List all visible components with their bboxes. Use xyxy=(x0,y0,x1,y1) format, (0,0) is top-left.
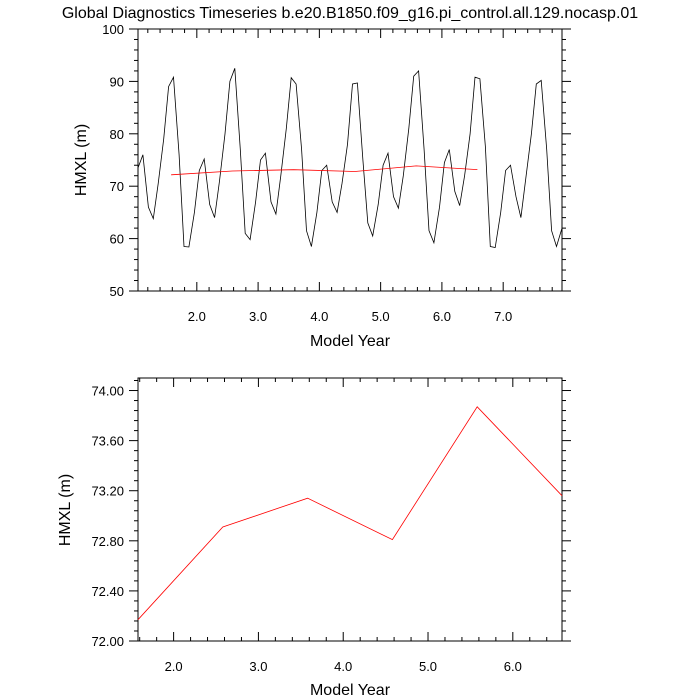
ticks-group-top: 2.0 3.0 4.0 5.0 6.0 7.0 50 60 70 80 90 100 xyxy=(102,22,571,324)
page-title: Global Diagnostics Timeseries b.e20.B185… xyxy=(62,5,638,22)
x-tick-label-bottom: 4.0 xyxy=(334,659,352,674)
x-tick-label-top: 2.0 xyxy=(188,309,206,324)
x-axis-label-top: Model Year xyxy=(310,333,391,350)
x-tick-label-bottom: 5.0 xyxy=(419,659,437,674)
y-tick-label-bottom: 74.00 xyxy=(91,384,124,399)
ticks-group-bottom: 2.0 3.0 4.0 5.0 6.0 72.00 72.40 72.80 73.20 73.60… xyxy=(91,378,571,674)
series-line-top-0 xyxy=(137,68,563,248)
x-tick-label-top: 4.0 xyxy=(310,309,328,324)
x-tick-label-top: 3.0 xyxy=(249,309,267,324)
y-tick-label-top: 60 xyxy=(110,232,124,247)
y-axis-label-top: HMXL (m) xyxy=(73,124,90,196)
series-line-top-1 xyxy=(171,165,478,176)
x-tick-label-bottom: 3.0 xyxy=(249,659,267,674)
x-axis-label-bottom: Model Year xyxy=(310,682,391,699)
y-tick-label-bottom: 73.20 xyxy=(91,484,124,499)
chart-panel-bottom: 2.0 3.0 4.0 5.0 6.0 72.00 72.40 72.80 73.20 73.60… xyxy=(57,377,571,699)
x-tick-label-top: 7.0 xyxy=(494,309,512,324)
y-tick-label-top: 100 xyxy=(102,22,124,37)
y-tick-label-top: 80 xyxy=(110,127,124,142)
y-tick-label-top: 70 xyxy=(110,179,124,194)
chart-panel-top: 2.0 3.0 4.0 5.0 6.0 7.0 50 60 70 80 90 100 Model Ye… xyxy=(73,22,571,350)
y-tick-label-bottom: 72.80 xyxy=(91,534,124,549)
x-tick-label-top: 6.0 xyxy=(433,309,451,324)
x-tick-label-bottom: 2.0 xyxy=(165,659,183,674)
y-tick-label-bottom: 72.40 xyxy=(91,584,124,599)
series-line-bottom-0 xyxy=(137,406,563,620)
y-tick-label-top: 50 xyxy=(110,284,124,299)
series-group-bottom xyxy=(137,406,563,620)
y-tick-label-top: 90 xyxy=(110,74,124,89)
plot-frame-top xyxy=(137,28,563,292)
y-tick-label-bottom: 73.60 xyxy=(91,434,124,449)
x-tick-label-bottom: 6.0 xyxy=(504,659,522,674)
x-tick-label-top: 5.0 xyxy=(372,309,390,324)
y-axis-label-bottom: HMXL (m) xyxy=(57,474,74,546)
y-tick-label-bottom: 72.00 xyxy=(91,634,124,649)
series-group-top xyxy=(137,68,563,248)
plot-frame-bottom xyxy=(137,377,563,642)
